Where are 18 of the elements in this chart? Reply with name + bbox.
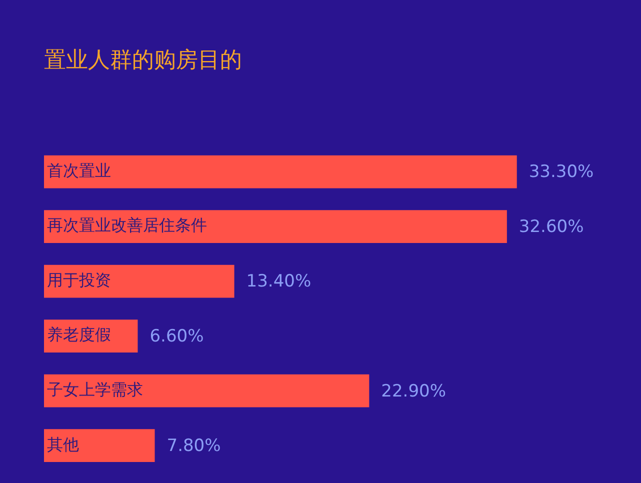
bar (44, 155, 517, 188)
data-label: 22.90% (381, 381, 446, 402)
bar (44, 374, 370, 408)
y-tick-label: 首次置业 (47, 160, 111, 180)
data-label: 32.60% (518, 216, 584, 237)
y-tick-label: 用于投资 (47, 270, 111, 290)
data-label: 33.30% (528, 162, 594, 182)
y-tick-label: 再次置业改善居住条件 (47, 216, 207, 235)
data-label: 7.80% (166, 436, 221, 456)
bar (44, 429, 155, 462)
y-tick-label: 子女上学需求 (47, 380, 143, 400)
data-label: 13.40% (246, 272, 312, 292)
y-tick-label: 其他 (47, 434, 79, 454)
bar (44, 264, 234, 298)
chart-title: 置业人群的购房目的 (44, 48, 242, 73)
bar (44, 210, 507, 243)
data-label: 6.60% (150, 326, 204, 347)
y-tick-label: 养老度假 (47, 325, 111, 344)
